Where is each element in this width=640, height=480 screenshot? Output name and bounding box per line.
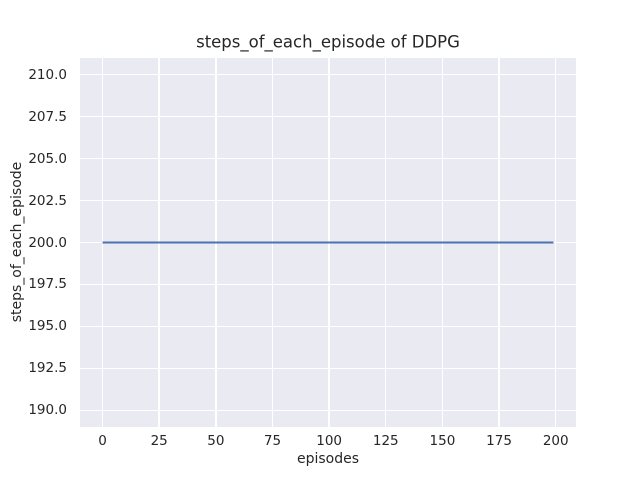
y-tick-label: 192.5 bbox=[28, 360, 67, 377]
gridline-horizontal bbox=[80, 199, 576, 202]
gridline-horizontal bbox=[80, 74, 576, 76]
gridline-horizontal bbox=[80, 157, 576, 160]
y-tick-label: 205.0 bbox=[28, 150, 67, 167]
y-tick-label: 202.5 bbox=[28, 192, 67, 209]
x-tick-label: 200 bbox=[542, 433, 569, 449]
gridline-horizontal bbox=[80, 409, 576, 411]
gridline-horizontal bbox=[80, 325, 576, 328]
y-tick-label: 210.0 bbox=[28, 66, 67, 83]
gridline-horizontal bbox=[80, 116, 576, 118]
x-tick-label: 75 bbox=[263, 433, 282, 449]
x-axis-label: episodes bbox=[296, 451, 360, 467]
x-tick-label: 150 bbox=[429, 433, 456, 449]
x-tick-label: 50 bbox=[207, 433, 225, 449]
x-tick-label: 0 bbox=[98, 433, 107, 449]
plot-area bbox=[80, 58, 576, 427]
x-tick-label: 125 bbox=[372, 433, 399, 449]
x-tick-label: 25 bbox=[150, 433, 168, 449]
data-line-layer bbox=[102, 241, 554, 244]
x-tick-label: 175 bbox=[486, 433, 512, 449]
y-tick-label: 195.0 bbox=[28, 318, 67, 335]
chart-title: steps_of_each_episode of DDPG bbox=[196, 32, 460, 52]
y-tick-label: 207.5 bbox=[28, 108, 67, 125]
y-tick-label: 200.0 bbox=[28, 234, 67, 251]
gridline-horizontal bbox=[80, 367, 576, 369]
x-tick-label: 100 bbox=[316, 433, 343, 449]
gridline-horizontal bbox=[80, 283, 576, 286]
y-tick-label: 197.5 bbox=[28, 276, 67, 293]
y-tick-label: 190.0 bbox=[28, 402, 67, 419]
